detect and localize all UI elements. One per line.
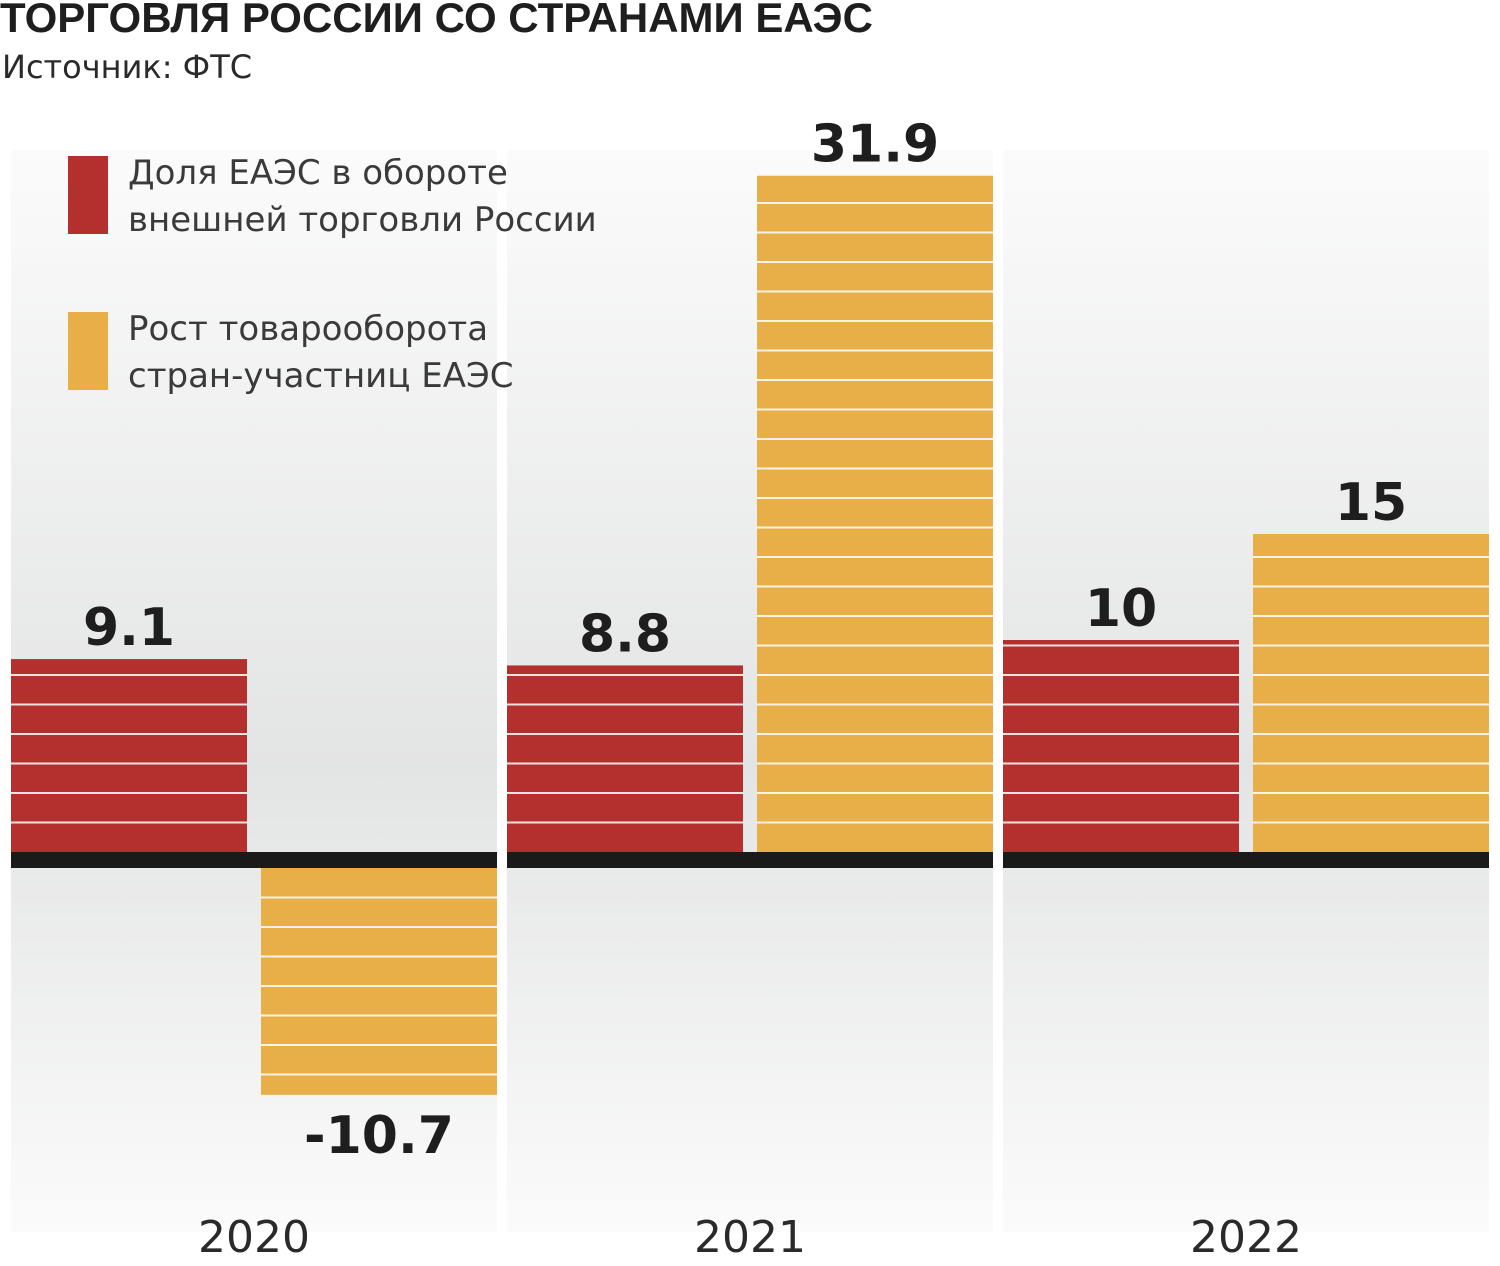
bar-2021-share [507, 665, 743, 852]
value-label-2022-share: 10 [1085, 579, 1157, 639]
legend-swatch-share [68, 156, 108, 234]
value-label-2020-share: 9.1 [83, 598, 175, 658]
value-label-2021-growth: 31.9 [811, 115, 939, 175]
value-label-2021-share: 8.8 [579, 604, 671, 664]
baseline-2021 [507, 852, 993, 868]
legend-label-growth: стран-участниц ЕАЭС [128, 356, 513, 396]
legend-label-share: внешней торговли России [128, 200, 597, 240]
legend-label-share: Доля ЕАЭС в обороте [128, 153, 508, 193]
bar-2022-growth [1253, 534, 1489, 852]
year-label-2021: 2021 [694, 1212, 806, 1263]
bar-2020-share [11, 659, 247, 852]
value-label-2020-growth: -10.7 [304, 1106, 454, 1166]
year-label-2022: 2022 [1190, 1212, 1302, 1263]
baseline-2020 [11, 852, 497, 868]
bar-2020-growth [261, 868, 497, 1095]
chart-source: Источник: ФТС [2, 48, 253, 86]
legend-swatch-growth [68, 312, 108, 390]
bar-2021-growth [757, 175, 993, 853]
legend-label-growth: Рост товарооборота [128, 309, 488, 349]
bar-2022-share [1003, 640, 1239, 852]
chart-title: ТОРГОВЛЯ РОССИИ СО СТРАНАМИ ЕАЭС [0, 0, 873, 41]
baseline-2022 [1003, 852, 1489, 868]
value-label-2022-growth: 15 [1335, 473, 1407, 533]
year-label-2020: 2020 [198, 1212, 310, 1263]
